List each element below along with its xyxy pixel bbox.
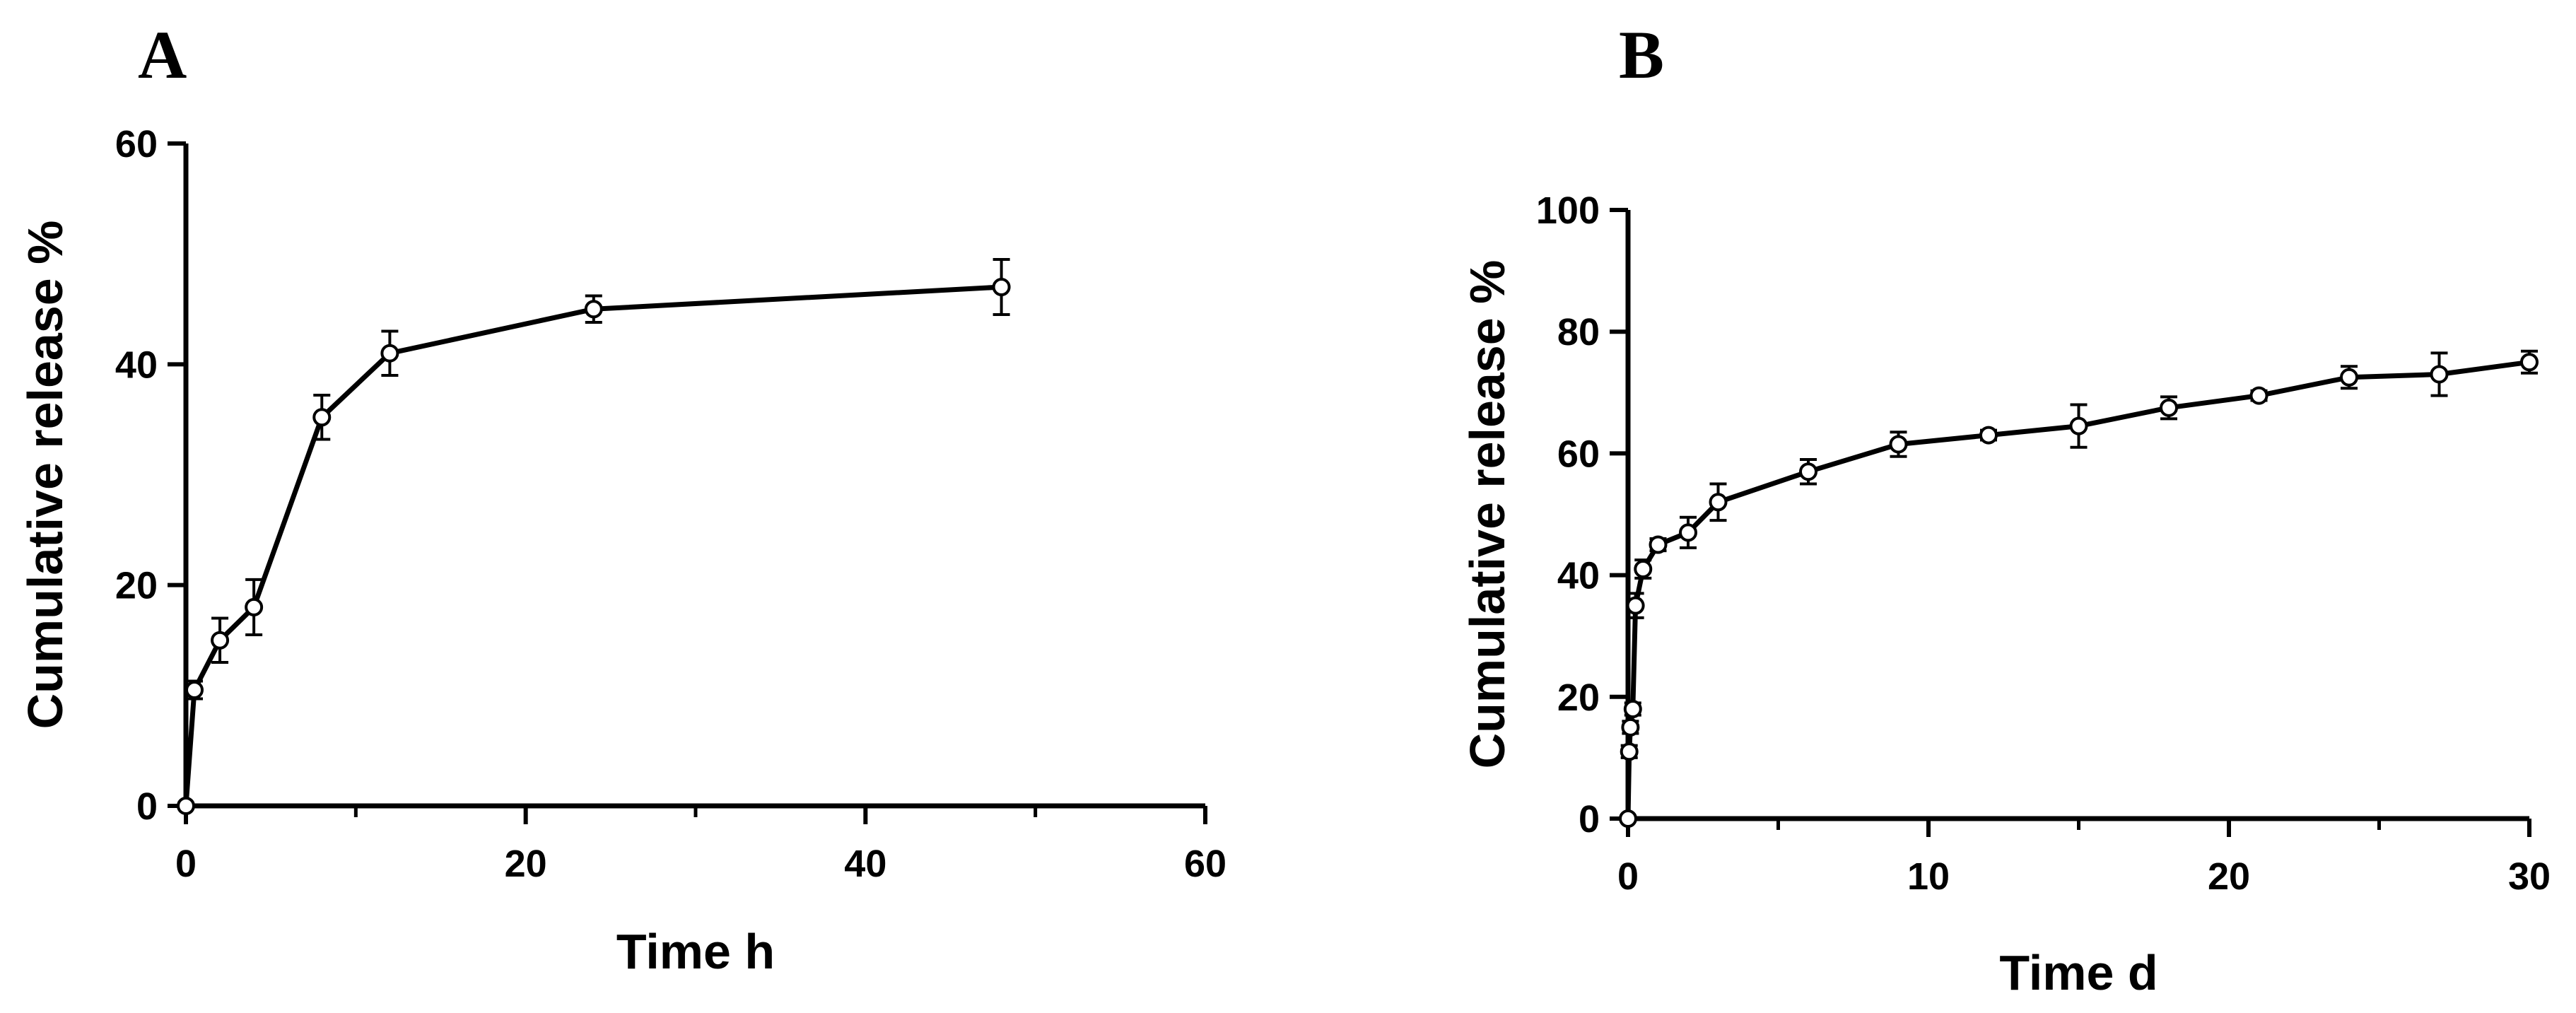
data-point xyxy=(2160,398,2178,417)
x-tick-label: 0 xyxy=(1617,855,1639,898)
y-axis-title: Cumulative release % xyxy=(1460,260,1515,769)
data-point xyxy=(2069,416,2088,435)
x-axis-title: Time d xyxy=(1999,945,2158,1000)
data-point xyxy=(2249,386,2268,405)
x-tick-label: 20 xyxy=(2208,855,2250,898)
data-point xyxy=(1626,596,1645,615)
data-point xyxy=(1620,742,1639,761)
data-point xyxy=(2340,368,2358,387)
data-point xyxy=(2520,353,2539,372)
data-point xyxy=(992,278,1011,297)
data-point xyxy=(1623,700,1642,719)
x-tick-label: 20 xyxy=(505,843,547,885)
data-point xyxy=(185,681,204,700)
y-tick-label: 40 xyxy=(115,344,158,386)
y-tick-label: 20 xyxy=(1557,677,1600,719)
x-tick-label: 60 xyxy=(1184,843,1226,885)
data-point xyxy=(312,408,332,427)
y-tick-label: 80 xyxy=(1557,311,1600,353)
data-point xyxy=(211,631,230,650)
data-point xyxy=(1634,559,1653,578)
panel-label: A xyxy=(138,17,187,93)
data-point xyxy=(177,797,195,815)
x-tick-label: 0 xyxy=(175,843,197,885)
y-tick-label: 0 xyxy=(136,785,158,828)
series-line xyxy=(183,284,1002,807)
x-tick-label: 10 xyxy=(1907,855,1950,898)
y-tick-label: 20 xyxy=(115,565,158,607)
chart-panel-a: A 0 20 40 60 0 20 40 60 Time h Cumulative release … xyxy=(18,17,1226,979)
y-tick-label: 60 xyxy=(1557,433,1600,475)
chart-panel-b: B 0 10 20 30 0 20 40 60 80 100 Time d Cumulative rel… xyxy=(1460,17,2551,1000)
x-tick-label: 30 xyxy=(2508,855,2551,898)
x-axis-title: Time h xyxy=(616,924,775,979)
data-point xyxy=(1799,462,1817,481)
y-tick-label: 60 xyxy=(115,123,158,165)
data-point xyxy=(2430,365,2449,384)
y-tick-label: 100 xyxy=(1536,189,1600,232)
data-point xyxy=(1619,809,1637,828)
data-point xyxy=(1621,718,1640,737)
data-point xyxy=(584,300,603,319)
y-tick-label: 0 xyxy=(1579,798,1600,841)
y-axis-title: Cumulative release % xyxy=(18,221,73,730)
y-tick-label: 40 xyxy=(1557,555,1600,597)
panel-label: B xyxy=(1619,17,1664,93)
data-point xyxy=(245,597,264,616)
data-point xyxy=(1889,435,1908,454)
data-point xyxy=(1979,426,1998,445)
data-point xyxy=(1709,493,1728,512)
data-point xyxy=(1679,523,1697,542)
data-point xyxy=(380,344,399,363)
data-point xyxy=(1649,535,1668,554)
x-tick-label: 40 xyxy=(844,843,886,885)
